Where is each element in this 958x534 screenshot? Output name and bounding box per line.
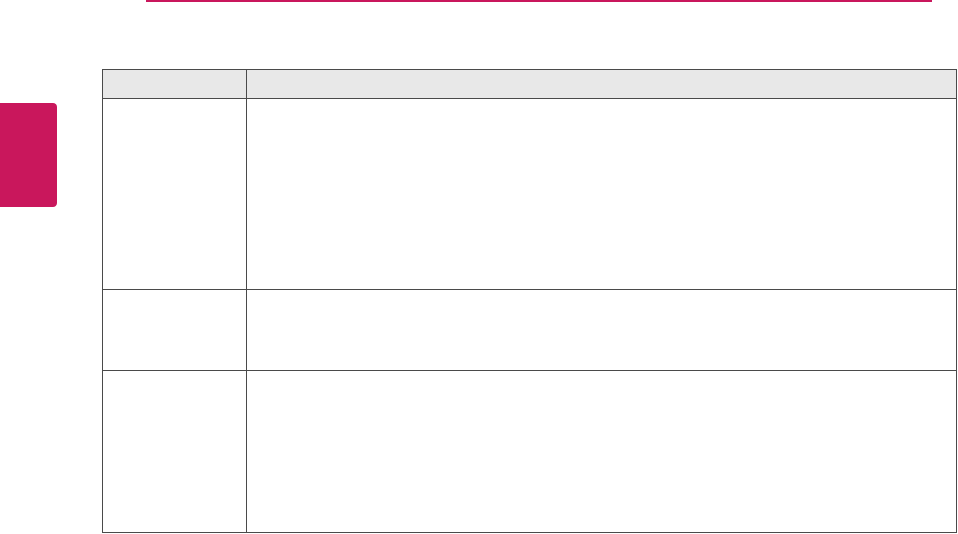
table-row <box>102 370 957 533</box>
table-cell <box>246 289 957 371</box>
header-cell <box>102 69 247 99</box>
chapter-tab <box>0 103 57 207</box>
table-cell <box>102 289 247 371</box>
table-cell <box>246 98 957 290</box>
table-cell <box>102 98 247 290</box>
table-row <box>102 98 957 290</box>
table-cell <box>246 370 957 533</box>
header-cell <box>246 69 957 99</box>
table-row <box>102 289 957 371</box>
spec-table <box>102 69 957 533</box>
header-rule <box>146 0 932 2</box>
table-header-row <box>102 69 957 99</box>
table-cell <box>102 370 247 533</box>
